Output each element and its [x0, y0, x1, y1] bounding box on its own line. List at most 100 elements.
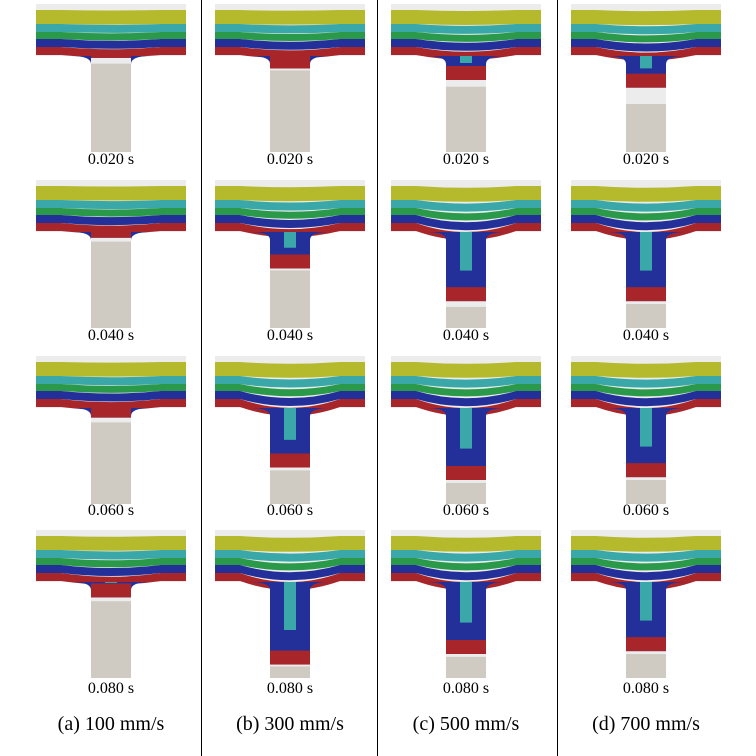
layer-band	[391, 376, 541, 388]
layer-band	[391, 399, 541, 416]
layer-band	[36, 384, 186, 393]
layer-band	[391, 573, 541, 590]
layer-band	[36, 565, 186, 577]
layer-band	[215, 215, 365, 228]
time-caption: 0.080 s	[622, 680, 670, 697]
time-caption: 0.080 s	[442, 680, 490, 697]
layer-band	[36, 215, 186, 226]
piston	[91, 601, 131, 678]
layer-band	[215, 47, 365, 59]
layer-band	[391, 47, 541, 60]
layer-band	[215, 208, 365, 219]
flow-front	[270, 56, 310, 69]
panel-c1-r1	[215, 180, 365, 328]
layer-band	[391, 384, 541, 397]
layer-band	[36, 32, 186, 41]
flow-front	[91, 408, 131, 418]
layer-band	[571, 362, 721, 378]
divider-3	[557, 0, 558, 756]
layer-band	[391, 391, 541, 407]
time-caption: 0.020 s	[87, 151, 135, 168]
panel-c0-r2	[36, 356, 186, 504]
piston	[446, 482, 486, 504]
layer-band	[36, 362, 186, 377]
piston	[91, 63, 131, 152]
layer-band	[391, 10, 541, 25]
flow-front	[270, 453, 310, 468]
flow-core	[105, 582, 117, 583]
layer-band	[36, 200, 186, 210]
layer-band	[36, 186, 186, 201]
layer-band	[36, 223, 186, 234]
flow-core	[460, 582, 472, 623]
layer-band	[215, 565, 365, 581]
panel-c3-r2	[571, 356, 721, 504]
layer-band	[571, 565, 721, 581]
layer-band	[571, 200, 721, 212]
piston	[626, 654, 666, 678]
layer-band	[571, 47, 721, 61]
flow-core	[640, 56, 652, 69]
time-caption: 0.020 s	[622, 151, 670, 168]
flow-column	[71, 56, 151, 64]
layer-band	[571, 550, 721, 562]
layer-band	[36, 10, 186, 25]
piston	[626, 304, 666, 328]
layer-band	[215, 200, 365, 211]
layer-band	[391, 565, 541, 581]
layer-band	[571, 399, 721, 416]
panel-c2-r2	[391, 356, 541, 504]
layer-band	[391, 24, 541, 34]
layer-band	[215, 223, 365, 238]
panel-c0-r0	[36, 4, 186, 152]
panel-c1-r2	[215, 356, 365, 504]
layer-band	[391, 550, 541, 562]
flow-core	[460, 232, 472, 271]
layer-band	[215, 573, 365, 590]
layer-band	[36, 47, 186, 58]
layer-band	[571, 558, 721, 571]
layer-band	[215, 24, 365, 34]
layer-band	[36, 550, 186, 560]
panel-c2-r0	[391, 4, 541, 152]
layer-band	[571, 39, 721, 52]
layer-band	[36, 391, 186, 402]
flow-front	[626, 637, 666, 652]
layer-band	[571, 32, 721, 43]
time-caption: 0.060 s	[266, 502, 314, 519]
layer-band	[571, 215, 721, 231]
piston	[91, 422, 131, 504]
layer-band	[391, 536, 541, 552]
flow-core	[284, 232, 296, 248]
layer-band	[215, 39, 365, 50]
layer-band	[391, 558, 541, 571]
time-caption: 0.080 s	[266, 680, 314, 697]
flow-front	[446, 66, 486, 80]
layer-band	[391, 215, 541, 231]
layer-band	[215, 10, 365, 25]
flow-core	[640, 232, 652, 271]
panel-c1-r3	[215, 530, 365, 678]
flow-core	[640, 582, 652, 621]
layer-band	[571, 24, 721, 35]
piston	[626, 104, 666, 152]
column-label-a: (a) 100 mm/s	[57, 713, 165, 735]
piston	[270, 470, 310, 504]
piston	[91, 241, 131, 328]
panel-c1-r0	[215, 4, 365, 152]
layer-band	[391, 39, 541, 51]
flow-front	[626, 287, 666, 302]
time-caption: 0.020 s	[266, 151, 314, 168]
panel-c0-r1	[36, 180, 186, 328]
column-label-b: (b) 300 mm/s	[236, 713, 344, 735]
layer-band	[215, 376, 365, 388]
piston	[446, 306, 486, 328]
piston	[626, 480, 666, 504]
panel-c2-r3	[391, 530, 541, 678]
layer-band	[571, 573, 721, 590]
layer-band	[36, 536, 186, 551]
piston	[270, 70, 310, 152]
layer-band	[215, 384, 365, 397]
panel-c3-r0	[571, 4, 721, 152]
